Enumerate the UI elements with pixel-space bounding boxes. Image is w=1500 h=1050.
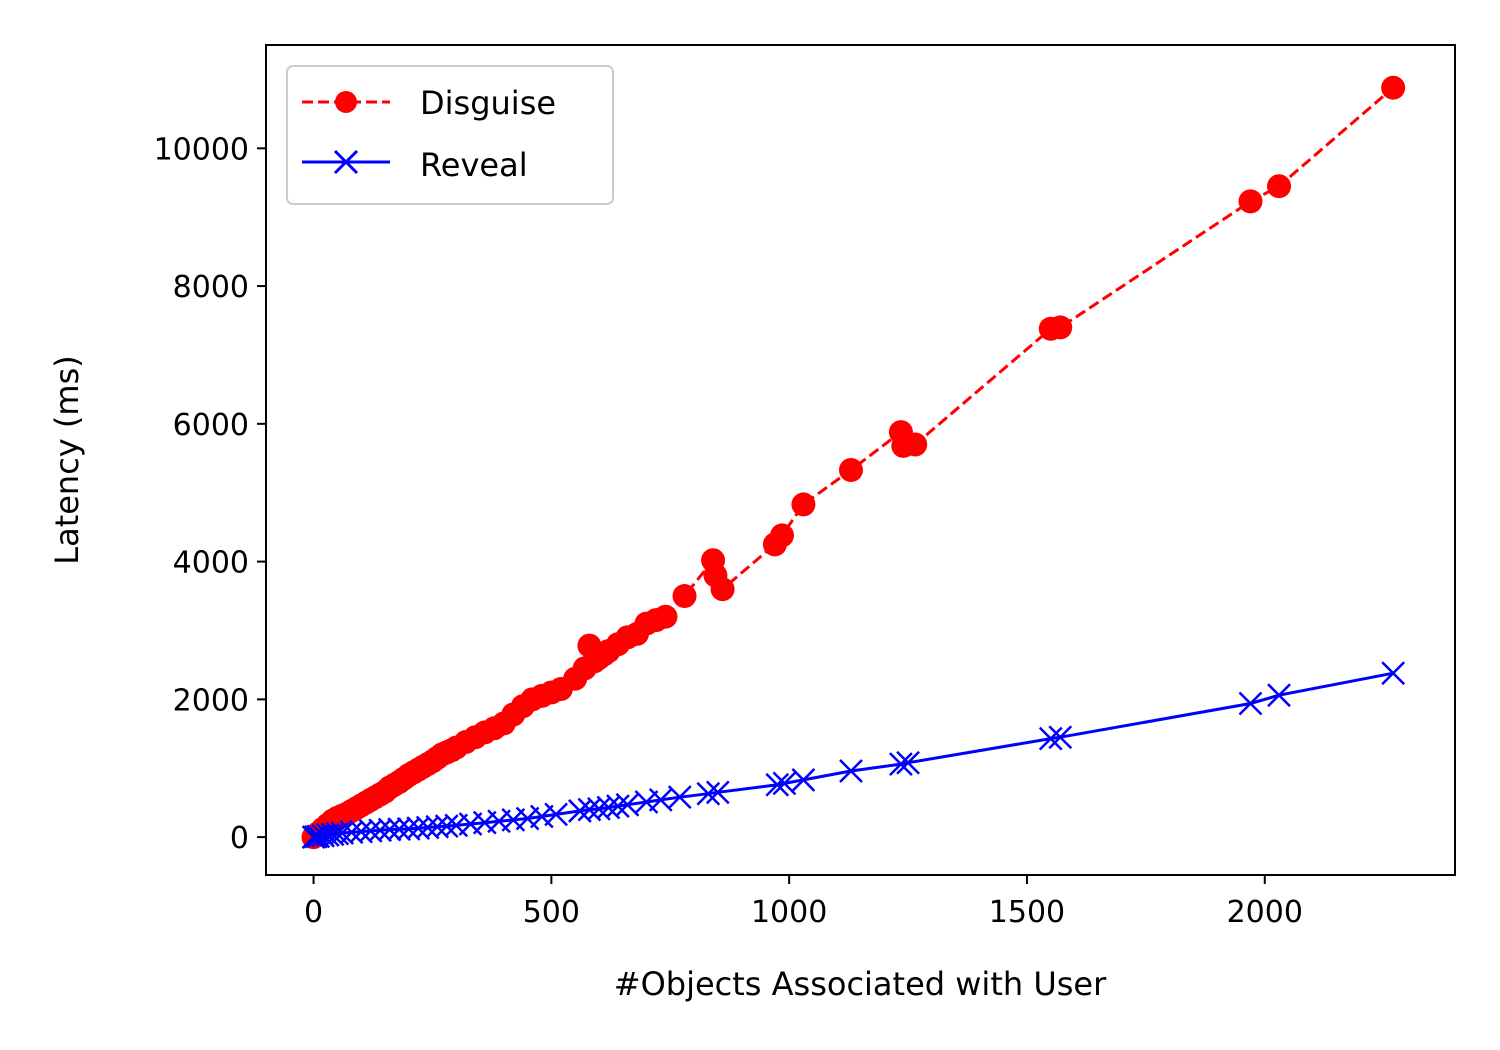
data-point-reveal — [568, 799, 592, 823]
data-point-reveal — [396, 816, 421, 841]
data-point-reveal — [339, 820, 364, 845]
data-point-reveal — [1038, 726, 1063, 751]
legend-label-disguise: Disguise — [420, 84, 556, 122]
data-point-reveal — [1381, 661, 1406, 686]
y-tick-label: 6000 — [173, 408, 249, 443]
x-tick-label: 2000 — [1227, 895, 1303, 930]
legend-marker-disguise — [335, 91, 357, 113]
legend-label-reveal: Reveal — [420, 146, 528, 184]
x-tick-label: 0 — [304, 895, 323, 930]
data-point-disguise — [1048, 315, 1073, 340]
series-disguise — [301, 75, 1406, 850]
data-point-reveal — [667, 785, 692, 810]
data-point-disguise — [791, 492, 816, 517]
y-tick-label: 2000 — [173, 683, 249, 718]
data-point-reveal — [889, 752, 913, 776]
data-point-reveal — [577, 797, 602, 822]
data-point-reveal — [349, 819, 374, 844]
data-point-reveal — [544, 802, 568, 827]
data-point-reveal — [606, 794, 630, 819]
y-tick-label: 10000 — [154, 132, 249, 167]
data-point-disguise — [672, 584, 697, 609]
data-point-reveal — [387, 817, 412, 842]
data-point-reveal — [330, 821, 354, 845]
data-point-reveal — [896, 750, 920, 775]
data-point-reveal — [434, 814, 459, 838]
series-reveal — [301, 661, 1406, 849]
data-point-reveal — [425, 814, 450, 839]
data-point-disguise — [710, 577, 735, 602]
data-point-disguise — [1267, 174, 1292, 199]
data-point-reveal — [839, 759, 863, 783]
y-tick-label: 8000 — [173, 270, 249, 305]
y-tick-label: 0 — [230, 821, 249, 856]
data-point-reveal — [1048, 725, 1073, 750]
data-point-reveal — [791, 768, 816, 792]
y-axis: 0 2000 4000 6000 8000 10000 — [154, 132, 266, 856]
x-axis: 0 500 1000 1500 2000 — [304, 875, 1303, 930]
data-point-reveal — [1267, 683, 1291, 708]
series-layer — [301, 75, 1406, 850]
data-point-disguise — [1238, 189, 1263, 214]
x-axis-label: #Objects Associated with User — [614, 965, 1107, 1003]
data-point-disguise — [653, 604, 678, 629]
data-point-reveal — [1238, 691, 1263, 716]
data-point-reveal — [705, 780, 730, 805]
data-point-reveal — [765, 772, 790, 797]
legend: Disguise Reveal — [286, 65, 614, 205]
data-point-disguise — [1381, 75, 1406, 100]
y-tick-label: 4000 — [173, 546, 249, 581]
data-point-reveal — [358, 819, 383, 843]
data-point-reveal — [406, 816, 431, 841]
data-point-reveal — [377, 817, 402, 842]
x-tick-label: 500 — [523, 895, 580, 930]
data-point-reveal — [320, 822, 345, 847]
data-point-reveal — [415, 815, 440, 840]
data-point-reveal — [772, 771, 797, 796]
plot-frame — [265, 44, 1456, 876]
x-tick-label: 1000 — [751, 895, 827, 930]
data-point-disguise — [903, 432, 928, 457]
data-point-reveal — [368, 818, 393, 843]
x-tick-label: 1500 — [989, 895, 1065, 930]
y-axis-label: Latency (ms) — [48, 355, 86, 564]
data-point-disguise — [838, 457, 863, 482]
legend-marker-reveal — [333, 149, 359, 175]
data-point-reveal — [696, 781, 721, 806]
data-point-disguise — [770, 523, 795, 548]
